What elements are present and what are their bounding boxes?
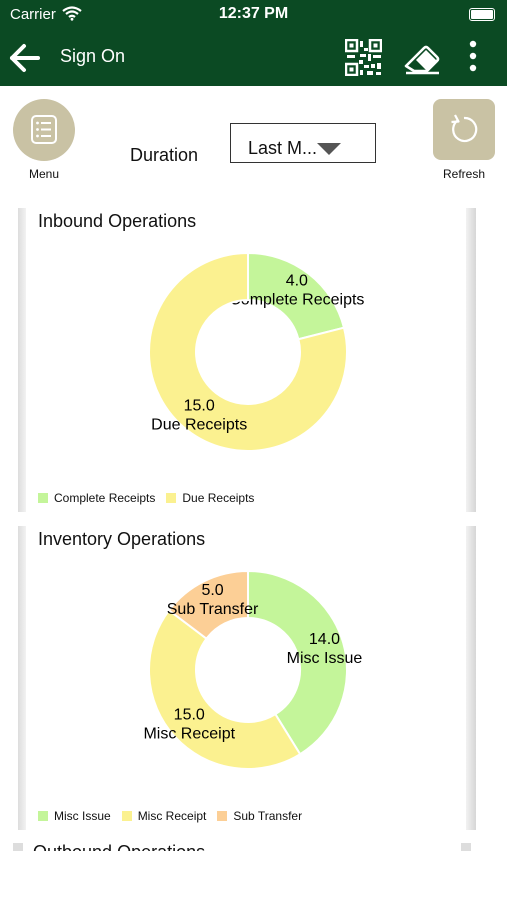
slice-value-label: 5.0	[201, 582, 223, 599]
slice-value-label: 15.0	[184, 398, 215, 415]
page-title: Sign On	[60, 46, 126, 66]
legend-swatch	[121, 811, 132, 821]
more-options-icon[interactable]	[462, 39, 484, 76]
card-left-edge	[18, 208, 26, 512]
legend-label: Complete Receipts	[54, 491, 156, 505]
legend-swatch	[38, 811, 48, 821]
menu-label: Menu	[28, 167, 60, 181]
slice-value-label: 4.0	[286, 272, 308, 289]
duration-value: Last M...	[248, 138, 318, 158]
list-icon	[31, 115, 57, 144]
inbound-donut-chart: 4.0 Complete Receipts 15.0 Due Receipts	[148, 251, 364, 452]
legend-swatch	[38, 493, 48, 503]
inbound-operations-card: 4.0 Complete Receipts 15.0 Due Receipts Inb…	[18, 208, 476, 512]
legend-item-misc-issue[interactable]: Misc Issue	[38, 809, 111, 823]
chart-legend: Misc Issue Misc Receipt Sub Transfer	[38, 809, 302, 823]
legend-label: Sub Transfer	[233, 809, 303, 823]
card-title: Outbound Operations	[33, 842, 206, 853]
legend-item-complete-receipts[interactable]: Complete Receipts	[38, 491, 155, 505]
card-left-edge	[13, 843, 23, 853]
nav-bar: Sign On	[0, 30, 507, 86]
legend-label: Misc Receipt	[137, 809, 207, 823]
bottom-area	[0, 851, 507, 900]
inventory-donut-chart: 14.0 Misc Issue 15.0 Misc Receipt 5.0 Sub Tra…	[143, 569, 363, 770]
slice-category-label: Misc Issue	[287, 650, 363, 667]
slice-due-receipts[interactable]	[148, 251, 348, 452]
qr-code-icon[interactable]	[345, 39, 382, 76]
slice-category-label: Due Receipts	[151, 417, 247, 434]
inventory-operations-card: 14.0 Misc Issue 15.0 Misc Receipt 5.0 Sub Tra…	[18, 526, 476, 830]
legend-swatch	[166, 493, 177, 503]
slice-value-label: 14.0	[309, 631, 340, 648]
slice-misc-issue[interactable]	[247, 569, 348, 756]
wifi-icon	[62, 6, 82, 21]
clock: 12:37 PM	[218, 5, 289, 22]
slice-category-label: Misc Receipt	[143, 726, 235, 743]
carrier-label: Carrier	[10, 6, 56, 23]
card-title: Inventory Operations	[38, 529, 206, 549]
legend-label: Due Receipts	[182, 491, 255, 505]
eraser-icon[interactable]	[402, 39, 442, 76]
slice-misc-receipt[interactable]	[148, 608, 302, 770]
duration-label: Duration	[130, 145, 199, 165]
card-right-edge	[466, 526, 476, 830]
legend-item-due-receipts[interactable]: Due Receipts	[166, 491, 254, 505]
card-left-edge	[18, 526, 26, 830]
slice-sub-transfer[interactable]	[167, 569, 249, 641]
card-title: Inbound Operations	[38, 211, 197, 231]
outbound-operations-card: Outbound Operations	[13, 842, 471, 853]
refresh-button[interactable]	[433, 99, 495, 160]
slice-category-label: Complete Receipts	[229, 291, 364, 308]
slice-value-label: 15.0	[174, 707, 205, 724]
card-right-edge	[461, 843, 471, 853]
status-bar: Carrier 12:37 PM	[0, 0, 507, 30]
refresh-icon	[451, 114, 478, 143]
dropdown-arrow-icon	[317, 143, 341, 155]
battery-icon	[469, 8, 495, 21]
chart-legend: Complete Receipts Due Receipts	[38, 491, 254, 505]
duration-dropdown[interactable]: Last M...	[230, 123, 376, 163]
legend-label: Misc Issue	[54, 809, 111, 823]
refresh-label: Refresh	[442, 167, 486, 181]
legend-item-sub-transfer[interactable]: Sub Transfer	[217, 809, 302, 823]
slice-category-label: Sub Transfer	[167, 601, 259, 618]
legend-item-misc-receipt[interactable]: Misc Receipt	[121, 809, 207, 823]
back-arrow-icon[interactable]	[8, 41, 42, 75]
card-right-edge	[466, 208, 476, 512]
legend-swatch	[217, 811, 228, 821]
menu-button[interactable]	[13, 99, 75, 161]
